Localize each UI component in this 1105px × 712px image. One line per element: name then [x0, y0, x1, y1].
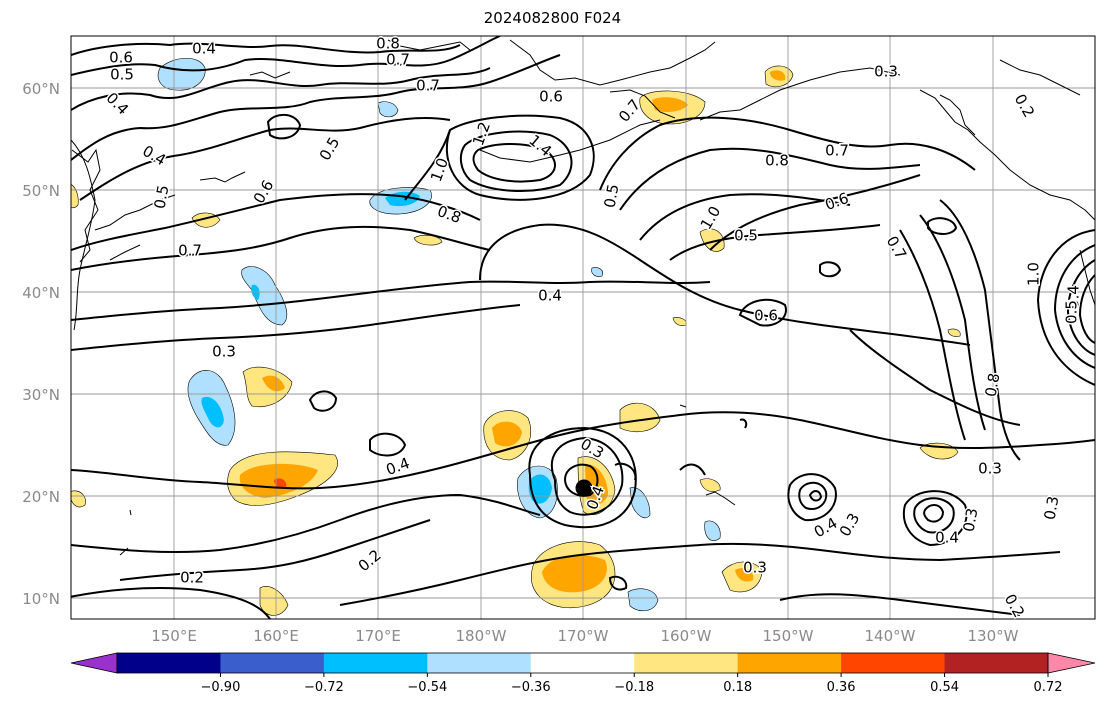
lon-label: 140°W: [865, 627, 916, 645]
lat-label: 50°N: [22, 182, 60, 200]
shade-positive: [770, 70, 786, 81]
lon-label: 160°E: [253, 627, 299, 645]
contour-label: 0.5: [734, 227, 758, 245]
contour-label: 0.7: [825, 142, 849, 160]
colorbar-tick-label: 0.18: [723, 680, 752, 695]
contour-label: 0.8: [982, 372, 1004, 399]
contour-label: 0.4: [935, 529, 959, 547]
colorbar-tick-label: 0.54: [930, 680, 959, 695]
shade-positive: [274, 478, 287, 489]
shade-positive: [947, 328, 961, 337]
colorbar-segment: [427, 653, 532, 673]
lon-label: 150°E: [151, 627, 197, 645]
contour-label: 0.8: [765, 152, 789, 170]
shade-negative: [704, 520, 721, 541]
contour-label: 0.6: [109, 49, 133, 67]
contour-labels: 0.6 0.4 0.80.70.50.70.60.40.30.20.70.40.5 0…: [101, 33, 1084, 622]
contour-label: 0.4: [192, 40, 216, 58]
colorbar-tick-label: 0.72: [1034, 680, 1063, 695]
lon-label: 130°W: [968, 627, 1019, 645]
contour-label: 0.6: [539, 88, 563, 106]
contour-label: 0.4: [538, 287, 562, 305]
lat-label: 30°N: [22, 386, 60, 404]
shade-negative: [629, 487, 651, 519]
colorbar: −0.90 −0.72 −0.54 −0.36 −0.18 0.18 0.36 0.54 0.7…: [70, 652, 1096, 695]
colorbar-extend-high: [1047, 652, 1096, 674]
colorbar-segment: [737, 653, 842, 673]
lat-label: 20°N: [22, 488, 60, 506]
contour-label: 0.7: [386, 51, 410, 69]
shade-negative: [627, 588, 659, 612]
shade-positive: [413, 234, 443, 246]
lat-label: 40°N: [22, 284, 60, 302]
lat-label: 10°N: [22, 590, 60, 608]
latitude-labels: 60°N 50°N 40°N 30°N 20°N 10°N: [22, 80, 60, 608]
lon-label: 160°W: [661, 627, 712, 645]
lon-label: 170°E: [355, 627, 401, 645]
shade-positive: [242, 366, 293, 408]
lat-label: 60°N: [22, 80, 60, 98]
colorbar-segment: [530, 653, 635, 673]
longitude-labels: 150°E 160°E 170°E 180°W 170°W 160°W 150°…: [151, 627, 1018, 645]
contour-label: 0.5: [1063, 300, 1081, 324]
colorbar-tick-label: −0.72: [304, 680, 344, 695]
colorbar-segment: [220, 653, 325, 673]
storm-center-marker: [575, 479, 593, 497]
contour-label: 0.6: [754, 307, 778, 325]
shade-negative: [157, 57, 206, 91]
graticule: [71, 36, 1095, 619]
lon-label: 150°W: [763, 627, 814, 645]
shade-positive: [619, 402, 661, 433]
shade-negative: [591, 267, 603, 277]
colorbar-segment: [117, 653, 221, 673]
shade-positive: [735, 568, 754, 582]
contour-label: 0.8: [376, 35, 400, 53]
shade-positive: [262, 375, 285, 392]
colorbar-extend-low: [70, 652, 118, 674]
contour-label: 0.2: [180, 569, 204, 587]
shade-positive: [492, 421, 522, 447]
contour-label: 0.3: [978, 460, 1002, 478]
shade-positive: [699, 478, 721, 492]
shade-positive: [542, 554, 607, 593]
plot-frame: [70, 35, 1096, 620]
colorbar-frame: [116, 652, 1049, 674]
contour-label: 0.3: [212, 343, 236, 361]
contour-label: 0.3: [1041, 495, 1063, 522]
shade-negative: [241, 266, 288, 326]
colorbar-tick-label: −0.90: [201, 680, 241, 695]
contour-label: 0.7: [416, 77, 440, 95]
shade-negative: [377, 101, 399, 118]
shade-positive: [652, 97, 688, 113]
colorbar-segment: [841, 653, 946, 673]
contour-lines: [71, 36, 1095, 619]
colorbar-segment: [323, 653, 428, 673]
map-title: 2024082800 F024: [483, 9, 622, 27]
colorbar-tick-label: −0.18: [614, 680, 654, 695]
contour-label: 0.3: [874, 63, 898, 81]
contour-label: 0.3: [743, 559, 767, 577]
lon-label: 170°W: [558, 627, 609, 645]
contour-label: 1.0: [1025, 262, 1043, 286]
lon-label: 180°W: [456, 627, 507, 645]
colorbar-tick-label: −0.54: [407, 680, 447, 695]
colorbar-tick-label: 0.36: [827, 680, 856, 695]
shade-negative: [201, 396, 224, 428]
shade-positive: [71, 490, 86, 508]
colorbar-segment: [944, 653, 1049, 673]
colorbar-tick-label: −0.36: [511, 680, 551, 695]
contour-label: 0.5: [110, 66, 134, 84]
colorbar-segment: [634, 653, 739, 673]
contour-label: 0.7: [178, 242, 202, 260]
contour-label: 0.4: [1065, 285, 1083, 309]
